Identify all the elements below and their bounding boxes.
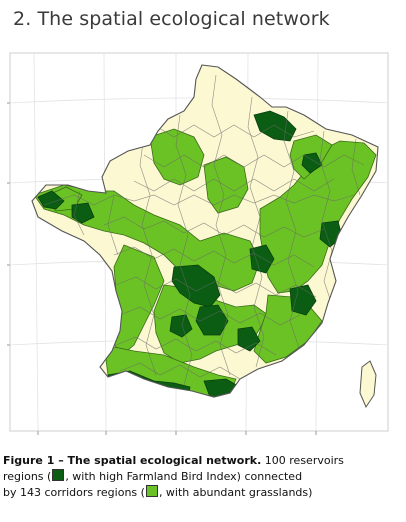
corsica xyxy=(359,360,377,409)
map-panel xyxy=(4,45,394,438)
caption-text-3a: by 143 corridors regions ( xyxy=(3,486,145,500)
reservoir-swatch xyxy=(52,469,65,482)
caption-text-2a: regions ( xyxy=(3,470,52,484)
corridor-swatch xyxy=(145,485,158,498)
caption-line-3: by 143 corridors regions ( , with abundan… xyxy=(3,485,406,501)
region-boundaries xyxy=(43,74,365,386)
section-title: 2. The spatial ecological network xyxy=(13,8,330,30)
reservoir-regions xyxy=(37,110,343,397)
caption-line-2: regions ( , with high Farmland Bird Index… xyxy=(3,469,406,485)
caption-text-1: 100 reservoirs xyxy=(261,454,344,467)
france-map xyxy=(7,52,389,435)
figure-caption: Figure 1 – The spatial ecological networ… xyxy=(3,453,406,502)
caption-text-2b: , with high Farmland Bird Index) connect… xyxy=(65,470,303,484)
caption-text-3b: , with abundant grasslands) xyxy=(158,486,313,500)
caption-line-1: Figure 1 – The spatial ecological networ… xyxy=(3,453,406,469)
axis-ticks xyxy=(7,102,317,435)
caption-title: Figure 1 – The spatial ecological networ… xyxy=(3,454,262,467)
